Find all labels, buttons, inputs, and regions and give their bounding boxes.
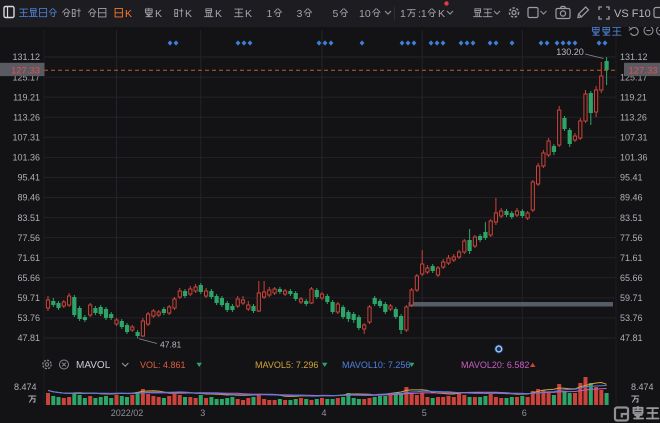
svg-text:71.61: 71.61 [620, 253, 643, 263]
svg-text:65.66: 65.66 [17, 273, 40, 283]
svg-text:83.51: 83.51 [620, 213, 643, 223]
svg-text:125.17: 125.17 [620, 72, 648, 82]
svg-text:MAVOL: MAVOL [76, 360, 111, 371]
svg-text:89.46: 89.46 [620, 193, 643, 203]
svg-text:95.41: 95.41 [620, 173, 643, 183]
svg-text:130.20: 130.20 [556, 47, 584, 57]
svg-text:3: 3 [297, 8, 303, 20]
svg-text:K: K [185, 8, 192, 20]
svg-text:119.21: 119.21 [13, 92, 40, 102]
svg-text:2022/02: 2022/02 [111, 408, 144, 418]
svg-text:47.81: 47.81 [620, 333, 643, 343]
svg-text:1: 1 [400, 8, 406, 20]
svg-text:71.61: 71.61 [17, 253, 40, 263]
svg-text:101.36: 101.36 [620, 153, 648, 163]
svg-text:8.474: 8.474 [14, 382, 37, 392]
svg-text:59.71: 59.71 [620, 293, 643, 303]
svg-text:K: K [438, 8, 445, 20]
svg-text:83.51: 83.51 [17, 213, 40, 223]
svg-text:3: 3 [200, 408, 205, 418]
svg-text:95.41: 95.41 [17, 173, 40, 183]
svg-text:5: 5 [333, 8, 339, 20]
svg-text:10: 10 [359, 8, 371, 20]
svg-text:MAVOL5: 7.296: MAVOL5: 7.296 [255, 360, 318, 370]
svg-text:47.81: 47.81 [160, 340, 182, 350]
svg-text:8.474: 8.474 [631, 382, 654, 392]
svg-text:6: 6 [522, 408, 527, 418]
svg-text:53.76: 53.76 [620, 313, 643, 323]
svg-text:107.31: 107.31 [12, 133, 40, 143]
svg-text:127.33: 127.33 [11, 65, 40, 76]
svg-text:K: K [245, 8, 252, 20]
svg-text:VOL: 4.861: VOL: 4.861 [140, 360, 186, 370]
svg-text:113.26: 113.26 [13, 112, 40, 122]
svg-text:77.56: 77.56 [620, 233, 643, 243]
svg-text:131.12: 131.12 [620, 52, 648, 62]
svg-text:89.46: 89.46 [17, 193, 40, 203]
svg-text:K: K [125, 8, 132, 20]
svg-text:47.81: 47.81 [17, 333, 40, 343]
svg-text:127.33: 127.33 [628, 65, 657, 76]
svg-text:1: 1 [267, 8, 273, 20]
svg-text:101.36: 101.36 [12, 153, 40, 163]
svg-text:125.17: 125.17 [12, 72, 40, 82]
svg-text:MAVOL20: 6.582: MAVOL20: 6.582 [461, 360, 529, 370]
svg-text:MAVOL10: 7.256: MAVOL10: 7.256 [342, 360, 410, 370]
svg-text:77.56: 77.56 [17, 233, 40, 243]
svg-text:65.66: 65.66 [620, 273, 643, 283]
svg-text:131.12: 131.12 [12, 52, 40, 62]
svg-text:K: K [155, 8, 162, 20]
svg-text:VS F10: VS F10 [614, 8, 651, 20]
svg-text:119.21: 119.21 [620, 92, 647, 102]
svg-text:53.76: 53.76 [17, 313, 40, 323]
svg-text:59.71: 59.71 [17, 293, 40, 303]
svg-text:K: K [215, 8, 222, 20]
svg-text:5: 5 [422, 408, 427, 418]
svg-text:4: 4 [321, 408, 326, 418]
svg-text::1: :1 [418, 8, 427, 20]
svg-text:113.26: 113.26 [620, 112, 647, 122]
svg-text:107.31: 107.31 [620, 133, 648, 143]
